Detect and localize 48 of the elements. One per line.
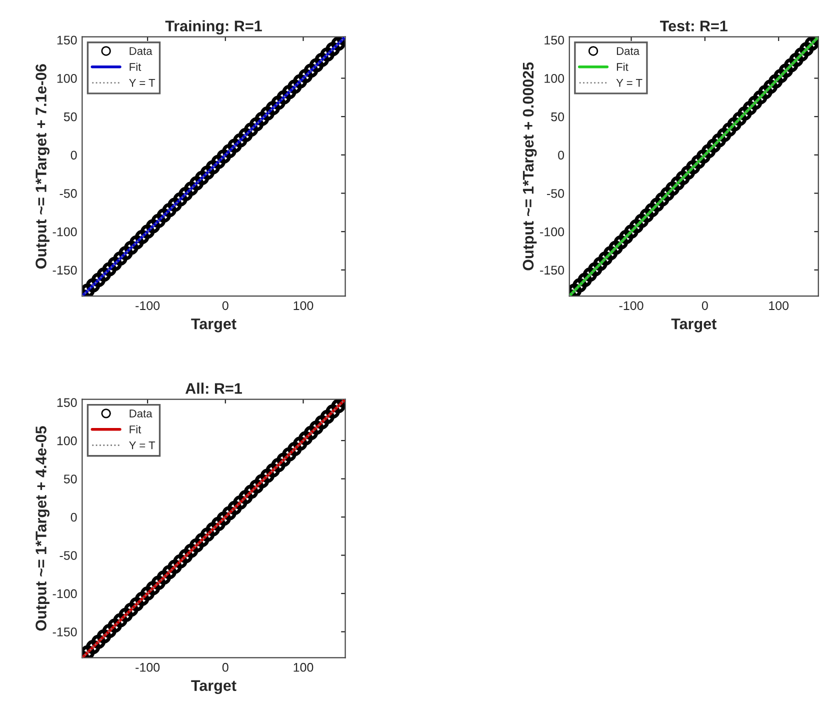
y-tick-label: 150 bbox=[544, 36, 564, 45]
x-axis-title: Target bbox=[191, 680, 236, 694]
legend-label: Y = T bbox=[616, 79, 642, 87]
y-tick-label: 0 bbox=[70, 150, 77, 160]
y-tick-label: -100 bbox=[52, 589, 77, 598]
legend-label: Data bbox=[130, 410, 152, 418]
y-tick-label: 0 bbox=[70, 512, 77, 522]
legend-label: Fit bbox=[616, 62, 628, 71]
x-tick-label: -100 bbox=[136, 662, 160, 672]
chart-title: All: R=1 bbox=[185, 382, 242, 394]
x-tick-label: -100 bbox=[136, 301, 160, 310]
x-axis-title: Target bbox=[671, 318, 716, 332]
y-tick-label: -100 bbox=[540, 227, 564, 236]
x-tick-label: 0 bbox=[222, 301, 228, 310]
y-tick-label: -150 bbox=[540, 266, 564, 275]
y-tick-label: 150 bbox=[57, 398, 77, 407]
x-tick-label: 100 bbox=[769, 301, 789, 310]
y-tick-label: -50 bbox=[60, 551, 77, 560]
chart-title: Training: R=1 bbox=[165, 20, 262, 35]
x-tick-label: 0 bbox=[222, 662, 228, 672]
y-tick-label: 50 bbox=[551, 112, 564, 122]
x-tick-label: 100 bbox=[294, 301, 314, 310]
y-tick-label: -150 bbox=[52, 266, 77, 275]
y-axis-title: Output ~= 1*Target + 7.1e-06 bbox=[36, 64, 50, 269]
y-axis-title: Output ~= 1*Target + 0.00025 bbox=[522, 62, 537, 270]
y-tick-label: -50 bbox=[60, 189, 77, 198]
legend-label: Fit bbox=[130, 425, 142, 434]
x-tick-label: -100 bbox=[619, 301, 644, 310]
y-tick-label: 100 bbox=[57, 436, 77, 446]
x-axis-title: Target bbox=[191, 318, 236, 332]
y-tick-label: -100 bbox=[52, 227, 77, 236]
y-tick-label: 100 bbox=[57, 74, 77, 83]
y-tick-label: 150 bbox=[57, 36, 77, 45]
legend-label: Y = T bbox=[129, 442, 156, 450]
chart-title: Test: R=1 bbox=[660, 20, 728, 32]
x-tick-label: 100 bbox=[294, 662, 314, 672]
legend-label: Y = T bbox=[129, 79, 156, 87]
legend-label: Data bbox=[130, 47, 152, 55]
y-tick-label: 50 bbox=[64, 112, 77, 122]
y-tick-label: -150 bbox=[52, 628, 77, 636]
y-tick-label: 0 bbox=[558, 150, 564, 160]
y-tick-label: 100 bbox=[544, 74, 564, 83]
y-tick-label: -50 bbox=[547, 189, 564, 198]
legend-label: Data bbox=[616, 47, 640, 55]
y-axis-title: Output ~= 1*Target + 4.4e-05 bbox=[36, 426, 50, 631]
y-tick-label: 50 bbox=[64, 474, 77, 484]
legend-label: Fit bbox=[130, 62, 142, 71]
x-tick-label: 0 bbox=[702, 301, 708, 310]
